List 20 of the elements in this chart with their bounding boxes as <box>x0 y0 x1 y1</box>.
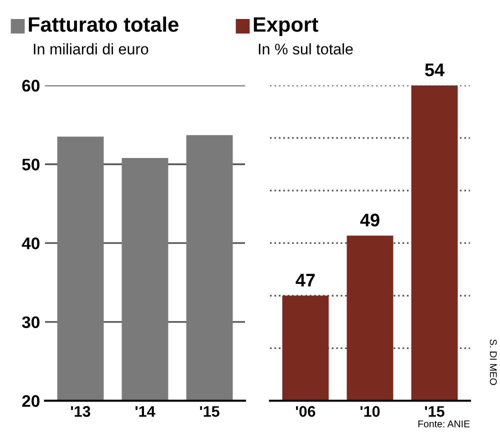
source-note: Fonte: ANIE <box>418 420 470 428</box>
y-tick-label: 60 <box>22 80 40 92</box>
x-tick-label: '15 <box>200 406 220 417</box>
x-tick-label: '15 <box>425 406 444 417</box>
y-tick-label: 30 <box>22 316 40 328</box>
y-tick-label: 40 <box>22 237 40 250</box>
text: S. DI MEO <box>490 339 497 385</box>
data-label: 49 <box>360 214 380 226</box>
y-tick-label: 20 <box>22 395 40 407</box>
chart-subtitle: In % sul totale <box>258 43 353 54</box>
x-tick-label: '14 <box>136 406 156 417</box>
chart-title: Export <box>254 17 318 36</box>
y-tick-label: 50 <box>22 158 40 170</box>
x-tick-label: '13 <box>70 406 90 417</box>
chart-title: Fatturato totale <box>28 16 178 32</box>
x-tick-label: '10 <box>360 406 380 417</box>
data-label: 54 <box>425 64 444 76</box>
chart-subtitle: In miliardi di euro <box>34 43 148 54</box>
x-tick-label: '06 <box>296 406 316 417</box>
data-label: 47 <box>296 274 315 286</box>
